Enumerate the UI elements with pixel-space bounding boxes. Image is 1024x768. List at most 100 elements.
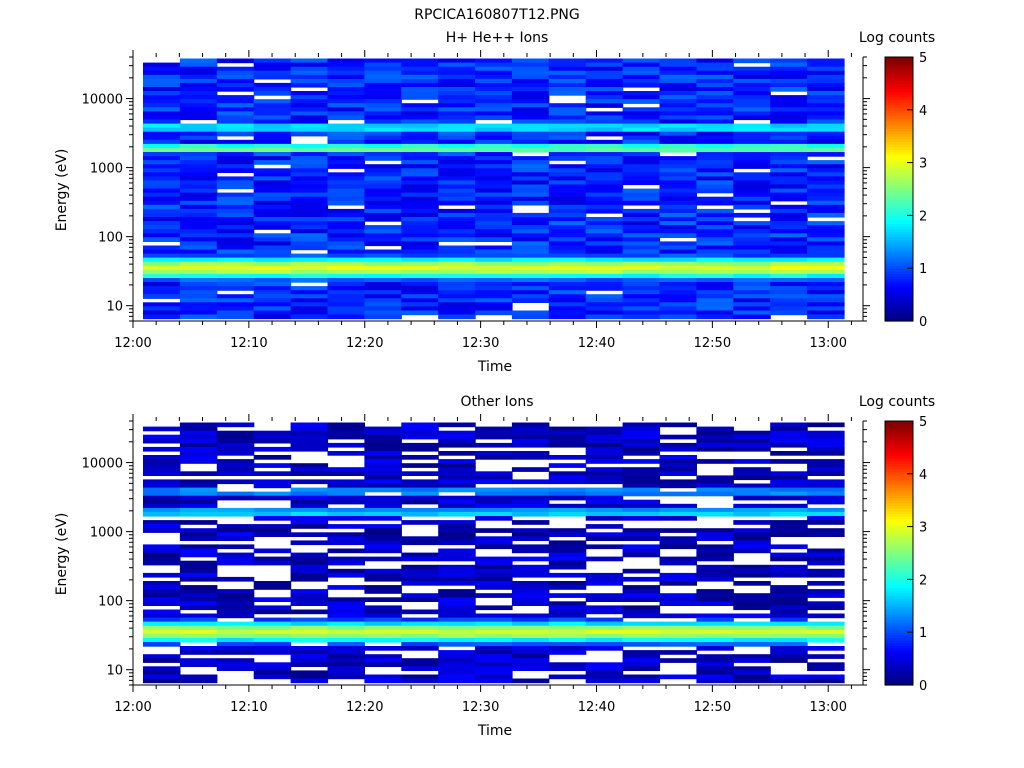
colorbar-step <box>885 666 913 670</box>
heatmap-cell <box>438 621 476 627</box>
heatmap-cell <box>659 503 697 509</box>
colorbar-step <box>885 59 913 63</box>
heatmap-cell <box>290 290 329 295</box>
heatmap-cell <box>216 196 255 202</box>
heatmap-cell <box>733 103 771 108</box>
heatmap-cell <box>770 298 808 303</box>
heatmap-cell <box>622 212 661 218</box>
heatmap-cell <box>622 229 661 234</box>
heatmap-cell <box>179 196 218 202</box>
heatmap-cell <box>401 139 439 145</box>
heatmap-cell <box>253 298 292 303</box>
heatmap-cell <box>585 426 624 432</box>
heatmap-cell <box>253 74 292 80</box>
heatmap-cell <box>253 511 292 517</box>
heatmap-cell <box>438 119 476 125</box>
heatmap-cell <box>585 87 624 92</box>
heatmap-cell <box>327 131 365 137</box>
heatmap-cell <box>438 633 476 639</box>
heatmap-cell <box>253 156 292 161</box>
heatmap-cell <box>216 666 255 671</box>
heatmap-cell <box>807 581 845 586</box>
heatmap-cell <box>696 217 734 222</box>
heatmap-cell <box>733 278 771 283</box>
heatmap-cell <box>364 654 402 659</box>
heatmap-cell <box>511 589 550 594</box>
heatmap-cell <box>438 666 476 671</box>
heatmap-cell <box>290 160 329 165</box>
heatmap-cell <box>475 172 513 177</box>
heatmap-cell <box>438 78 476 84</box>
heatmap-cell <box>438 495 476 501</box>
heatmap-cell <box>696 95 734 100</box>
heatmap-cell <box>548 70 587 76</box>
heatmap-cell <box>438 670 476 676</box>
heatmap-cell <box>807 70 845 76</box>
heatmap-cell <box>179 446 218 452</box>
heatmap-cell <box>807 257 845 263</box>
heatmap-cell <box>733 87 771 92</box>
heatmap-cell <box>327 139 365 145</box>
heatmap-cell <box>511 511 550 517</box>
heatmap-cell <box>511 139 550 145</box>
heatmap-cell <box>770 221 808 226</box>
colorbar-step <box>885 289 913 293</box>
heatmap-cell <box>696 103 734 108</box>
heatmap-cell <box>585 524 624 529</box>
heatmap-cell <box>770 507 808 513</box>
heatmap-cell <box>475 249 513 255</box>
heatmap-cell <box>253 286 292 291</box>
heatmap-cell <box>696 613 734 619</box>
heatmap-cell <box>179 483 218 489</box>
heatmap-cell <box>290 192 329 198</box>
heatmap-cell <box>733 491 771 497</box>
colorbar-tick-label: 2 <box>919 209 927 224</box>
heatmap-cell <box>696 253 734 259</box>
heatmap-cell <box>179 253 218 259</box>
heatmap-cell <box>511 200 550 206</box>
heatmap-cell <box>179 442 218 448</box>
heatmap-cell <box>364 434 402 440</box>
heatmap-cell <box>253 597 292 602</box>
heatmap-cell <box>290 524 329 529</box>
heatmap-cell <box>548 237 587 242</box>
heatmap-cell <box>807 302 845 307</box>
heatmap-cell <box>622 642 661 647</box>
heatmap-cell <box>179 225 218 230</box>
heatmap-cell <box>290 572 329 578</box>
heatmap-cell <box>585 164 624 169</box>
heatmap-cell <box>290 674 329 680</box>
heatmap-cell <box>659 625 697 631</box>
heatmap-cell <box>364 298 402 303</box>
heatmap-cell <box>548 180 587 186</box>
heatmap-cell <box>475 152 513 157</box>
heatmap-cell <box>179 192 218 198</box>
heatmap-cell <box>511 314 550 320</box>
heatmap-cell <box>327 184 365 190</box>
heatmap-cell <box>475 180 513 186</box>
heatmap-cell <box>585 196 624 202</box>
heatmap-cell <box>143 66 181 72</box>
heatmap-cell <box>622 278 661 283</box>
heatmap-cell <box>253 58 292 64</box>
heatmap-cell <box>364 678 402 684</box>
heatmap-cell <box>733 633 771 639</box>
colorbar-step <box>885 452 913 456</box>
heatmap-cell <box>401 552 439 558</box>
heatmap-cell <box>364 302 402 307</box>
heatmap-cell <box>511 633 550 639</box>
heatmap-cell <box>807 532 845 537</box>
heatmap-cell <box>733 221 771 226</box>
heatmap-cell <box>179 160 218 165</box>
heatmap-cell <box>585 188 624 194</box>
heatmap-cell <box>290 74 329 80</box>
heatmap-cell <box>733 152 771 157</box>
heatmap-cell <box>475 233 513 238</box>
heatmap-cell <box>622 568 661 574</box>
colorbar-step <box>885 671 913 676</box>
heatmap-cell <box>216 253 255 259</box>
heatmap-cell <box>143 257 181 263</box>
colorbar-step <box>885 72 913 77</box>
heatmap-cell <box>475 430 513 436</box>
heatmap-cell <box>401 188 439 194</box>
